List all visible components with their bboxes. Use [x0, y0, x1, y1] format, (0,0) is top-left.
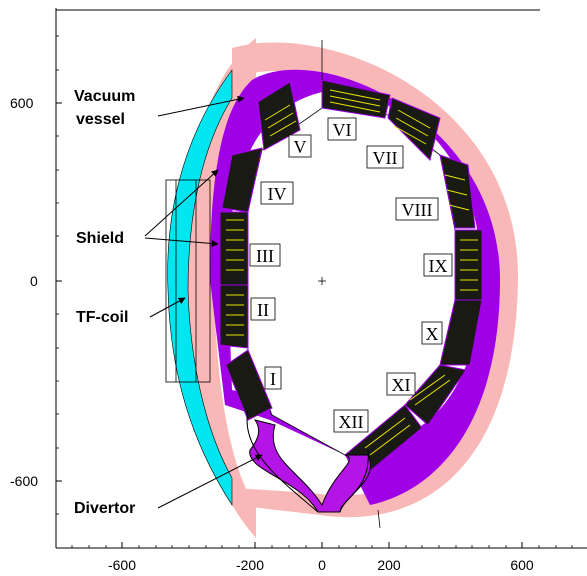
- module-V: [257, 81, 301, 151]
- y-tick-label: -600: [10, 473, 38, 489]
- module-label-XII: XII: [333, 409, 369, 433]
- component-labels: Vacuum vessel Shield TF-coil Divertor: [74, 88, 135, 517]
- module-VI: [321, 79, 391, 119]
- module-label-text: X: [426, 324, 439, 344]
- module-label-I: I: [264, 366, 282, 390]
- x-tick-label: 0: [318, 557, 326, 573]
- x-tick-label: -200: [236, 557, 264, 573]
- tf-coil-outline: [165, 179, 211, 383]
- coil-line-hatching: [226, 89, 478, 456]
- module-label-IV: IV: [260, 181, 294, 205]
- divertor-outline: [246, 409, 369, 513]
- module-label-text: XII: [339, 412, 364, 432]
- module-label-XI: XI: [386, 372, 416, 396]
- module-III: [219, 211, 249, 286]
- module-label-text: IX: [429, 256, 448, 276]
- module-II: [219, 284, 249, 349]
- module-labels: I II III IV V VI VII VIII: [249, 117, 453, 433]
- y-tick-labels: 600 0 -600: [10, 95, 38, 489]
- divertor: [249, 419, 371, 513]
- label-divertor: Divertor: [74, 500, 135, 517]
- module-label-text: XI: [392, 375, 411, 395]
- module-X: [439, 299, 483, 366]
- module-label-text: III: [256, 246, 274, 266]
- x-tick-label: -600: [108, 557, 136, 573]
- module-label-text: VIII: [402, 200, 433, 220]
- leader-arrows: [144, 95, 263, 509]
- module-label-text: IV: [268, 184, 287, 204]
- center-markers: [318, 40, 381, 529]
- x-tick-label: 200: [377, 557, 401, 573]
- blanket-modules: [219, 79, 483, 476]
- module-label-text: VI: [333, 120, 352, 140]
- divertor-arrow: [157, 454, 263, 509]
- x-tick-label: 600: [510, 557, 534, 573]
- tf-coil: [167, 69, 233, 507]
- module-label-text: II: [257, 300, 269, 320]
- x-tick-labels: -600 -200 0 200 600: [108, 557, 534, 573]
- axes-frame: [55, 8, 587, 549]
- module-XI: [404, 364, 467, 426]
- blanket-ring: [210, 69, 500, 505]
- module-label-VIII: VIII: [395, 197, 439, 221]
- module-I: [225, 349, 273, 421]
- label-vacuum-vessel-line2: vessel: [76, 111, 125, 128]
- label-shield: Shield: [76, 230, 124, 247]
- shield-arrow-lower: [144, 237, 219, 247]
- module-label-text: V: [294, 137, 307, 157]
- y-tick-label: 600: [10, 95, 34, 111]
- module-label-VII: VII: [366, 145, 404, 169]
- module-IV: [221, 147, 263, 213]
- label-vacuum-vessel-line1: Vacuum: [74, 88, 135, 105]
- vacuum-vessel-arrow: [157, 95, 245, 117]
- module-label-III: III: [249, 243, 281, 267]
- y-tick-label: 0: [30, 273, 38, 289]
- module-label-X: X: [421, 321, 443, 345]
- module-label-text: I: [270, 369, 276, 389]
- label-tf-coil: TF-coil: [76, 309, 128, 326]
- shield-arrow-upper: [144, 169, 219, 237]
- module-label-V: V: [288, 134, 312, 158]
- module-label-text: VII: [373, 148, 398, 168]
- module-label-VI: VI: [327, 117, 357, 141]
- module-VII: [387, 97, 441, 161]
- tf-coil-arrow: [149, 297, 186, 318]
- module-label-IX: IX: [423, 253, 453, 277]
- module-label-II: II: [250, 297, 276, 321]
